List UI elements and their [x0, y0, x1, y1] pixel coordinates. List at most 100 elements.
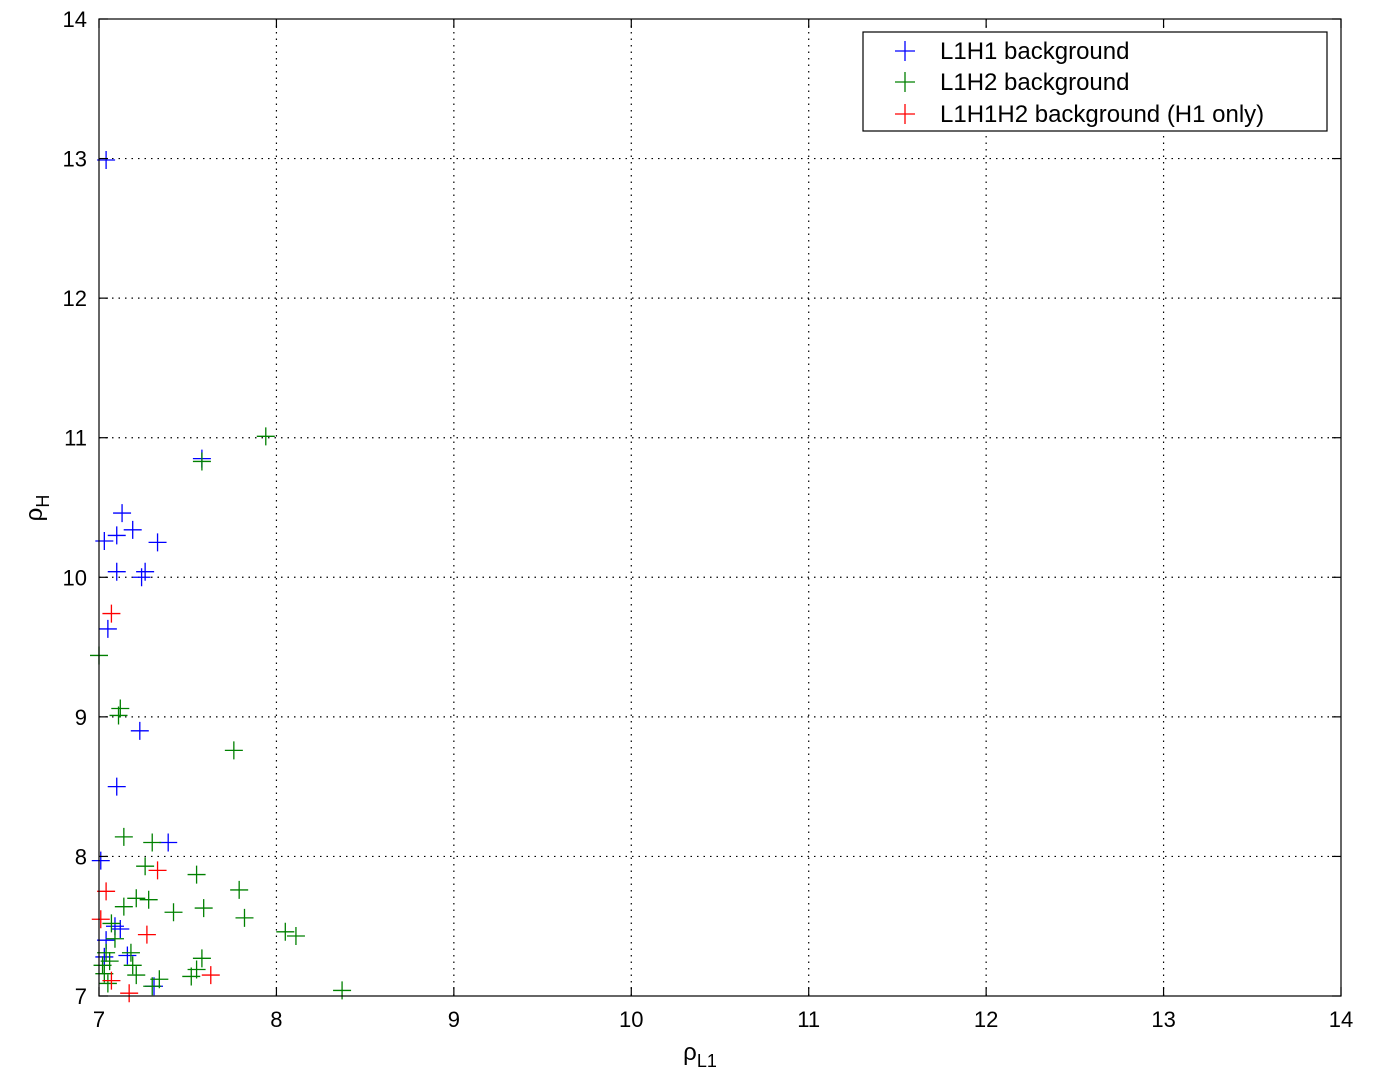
data-point	[194, 899, 213, 918]
data-point	[98, 974, 117, 993]
series-l1h1	[91, 150, 211, 996]
data-point	[136, 857, 155, 876]
data-point	[123, 956, 142, 975]
data-point	[120, 984, 139, 1003]
data-point	[136, 562, 155, 581]
data-point	[113, 504, 132, 523]
data-point	[132, 568, 151, 587]
series-l1h2	[90, 427, 352, 1000]
data-point	[187, 960, 206, 979]
data-point	[91, 851, 110, 870]
legend-marker-l1h2	[895, 72, 915, 92]
data-point	[143, 833, 162, 852]
data-point	[97, 943, 116, 962]
y-tick-label: 7	[75, 984, 87, 1009]
x-tick-label: 8	[270, 1007, 282, 1032]
data-point	[159, 833, 178, 852]
data-point	[111, 920, 130, 939]
data-point	[130, 721, 149, 740]
y-tick-label: 12	[63, 286, 87, 311]
x-tick-label: 13	[1151, 1007, 1175, 1032]
legend-entry-l1h2: L1H2 background	[895, 69, 1129, 96]
legend-label-l1h1: L1H1 background	[940, 38, 1129, 65]
data-point	[114, 897, 133, 916]
x-axis-label-base: ρ	[683, 1039, 697, 1066]
data-point	[148, 533, 167, 552]
grid-lines	[99, 19, 1341, 996]
x-tick-label: 11	[797, 1007, 820, 1032]
data-point	[127, 966, 146, 985]
data-point	[256, 427, 275, 446]
data-point	[137, 925, 156, 944]
y-tick-label: 9	[75, 705, 87, 730]
data-point	[121, 943, 140, 962]
legend-marker-l1h1h2	[895, 104, 915, 124]
plot-frame	[98, 18, 1342, 997]
data-point	[235, 908, 254, 927]
data-point	[150, 970, 169, 989]
y-axis-label-sub: H	[33, 495, 53, 508]
data-point	[97, 882, 116, 901]
data-point	[118, 946, 137, 965]
data-point	[102, 971, 121, 990]
data-point	[91, 910, 110, 929]
legend-label-l1h2: L1H2 background	[940, 69, 1129, 96]
data-point	[100, 952, 119, 971]
x-tick-label: 9	[448, 1007, 460, 1032]
data-point	[192, 452, 211, 471]
legend-entry-l1h1: L1H1 background	[895, 38, 1129, 65]
data-point	[97, 150, 116, 169]
data-point	[276, 922, 295, 941]
data-point	[105, 929, 124, 948]
data-point	[201, 966, 220, 985]
data-point	[143, 977, 162, 996]
y-tick-label: 10	[63, 565, 87, 590]
legend-entry-l1h1h2: L1H1H2 background (H1 only)	[895, 101, 1264, 128]
y-axis-label: ρH	[21, 495, 53, 522]
data-point	[192, 949, 211, 968]
axis-ticks	[98, 18, 1342, 997]
data-point	[102, 604, 121, 623]
x-tick-label: 10	[619, 1007, 643, 1032]
series-l1h1h2	[91, 604, 220, 1003]
x-axis-label-sub: L1	[697, 1051, 717, 1071]
legend: L1H1 background L1H2 background L1H1H2 b…	[862, 31, 1328, 132]
data-point	[95, 964, 114, 983]
data-point	[111, 699, 130, 718]
x-tick-label: 7	[93, 1007, 105, 1032]
data-point	[286, 926, 305, 945]
tick-labels: 7 8 9 10 11 12 13 14 7 8 9 10 11 12 13 14	[63, 7, 1354, 1032]
data-point	[98, 619, 117, 638]
data-point	[164, 903, 183, 922]
data-point	[230, 880, 249, 899]
data-point	[148, 861, 167, 880]
data-point	[93, 956, 112, 975]
data-point	[187, 865, 206, 884]
data-point	[139, 890, 158, 909]
data-point	[102, 914, 121, 933]
data-point	[123, 520, 142, 539]
x-tick-label: 12	[974, 1007, 998, 1032]
y-tick-label: 13	[63, 147, 87, 172]
y-axis-label-base: ρ	[21, 508, 48, 522]
y-tick-label: 11	[64, 426, 87, 451]
data-point	[109, 706, 128, 725]
data-point	[95, 947, 114, 966]
data-point	[114, 827, 133, 846]
x-tick-label: 14	[1329, 1007, 1353, 1032]
data-point	[107, 526, 126, 545]
legend-marker-l1h1	[895, 41, 915, 61]
data-point	[127, 889, 146, 908]
y-tick-label: 14	[63, 7, 87, 32]
legend-label-l1h1h2: L1H1H2 background (H1 only)	[940, 101, 1264, 128]
data-point	[107, 562, 126, 581]
data-point	[107, 777, 126, 796]
data-point	[95, 531, 114, 550]
data-points	[90, 150, 352, 1003]
data-point	[333, 981, 352, 1000]
y-tick-label: 8	[75, 844, 87, 869]
legend-box	[862, 31, 1328, 132]
data-point	[182, 967, 201, 986]
data-point	[224, 741, 243, 760]
